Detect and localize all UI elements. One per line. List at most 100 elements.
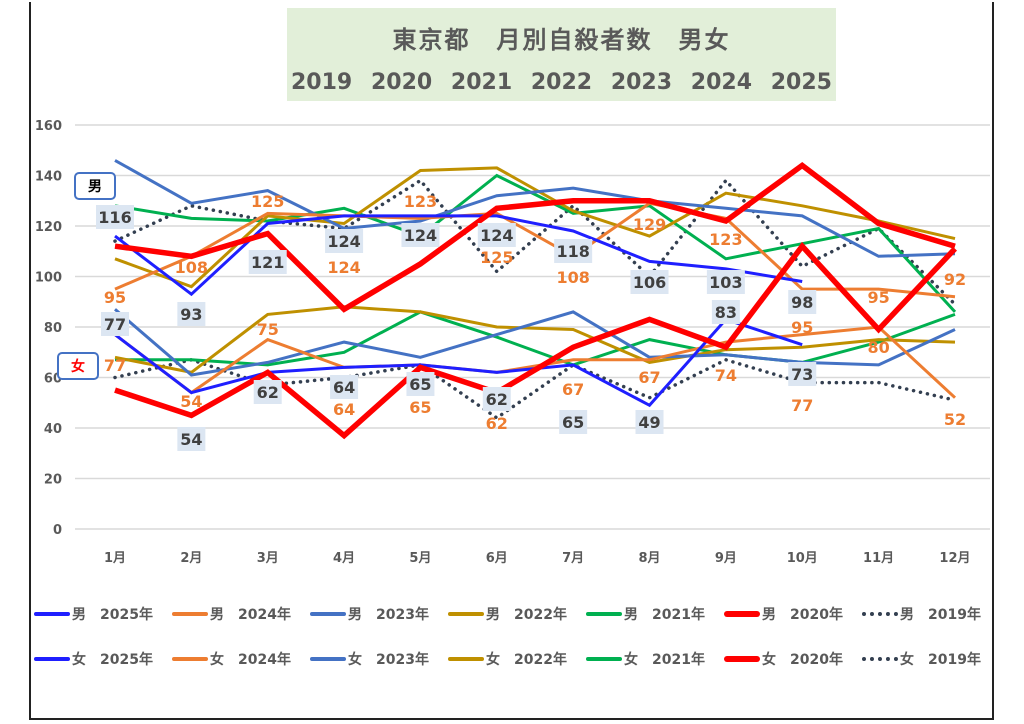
- legend-swatch: [34, 657, 70, 661]
- year-list: 2019 2020 2021 2022 2023 2024 2025: [287, 70, 836, 95]
- y-tick-label: 160: [35, 119, 62, 134]
- y-tick-label: 120: [35, 220, 62, 235]
- male-callout-text: 男: [88, 179, 102, 195]
- series-line-male-2024: [114, 201, 956, 299]
- legend-swatch: [310, 612, 346, 616]
- series-line-male-2022: [114, 166, 956, 289]
- legend-row-male: 男 2025年 男 2024年 男 2023年 男 2022年 男 2021年 男 202…: [34, 604, 1000, 624]
- data-label-bg: [788, 362, 817, 386]
- x-tick-label: 2月: [180, 551, 202, 566]
- data-label-bg: [330, 375, 359, 399]
- year-label: 2024: [690, 70, 752, 95]
- chart-title: 東京都 月別自殺者数 男女: [392, 26, 731, 54]
- year-label: 2025: [770, 70, 832, 95]
- legend-swatch: [172, 612, 208, 616]
- legend-item: 男 2023年: [310, 604, 448, 624]
- series-line-male-2025: [114, 214, 803, 297]
- data-label-bg: [554, 239, 593, 263]
- data-label: 67: [562, 380, 584, 399]
- legend-label: 女 2019年: [900, 652, 981, 668]
- data-label-bg: [101, 312, 129, 336]
- legend-item: 男 2020年: [724, 604, 862, 624]
- legend-swatch: [448, 612, 484, 616]
- data-label: 124: [327, 258, 360, 277]
- data-label: 118: [556, 242, 589, 261]
- legend-label: 男 2022年: [486, 607, 567, 623]
- x-tick-label: 10月: [787, 551, 818, 566]
- female-callout: 女: [57, 352, 99, 380]
- data-label-bg: [253, 380, 282, 404]
- legend-swatch: [586, 612, 622, 616]
- data-label: 64: [333, 378, 355, 397]
- year-label: 2022: [530, 70, 593, 95]
- x-tick-label: 4月: [333, 551, 355, 566]
- data-label: 95: [791, 318, 813, 337]
- data-label: 75: [257, 320, 279, 339]
- data-label: 62: [486, 390, 508, 409]
- legend-swatch: [862, 657, 898, 661]
- legend-label: 男 2024年: [210, 607, 291, 623]
- legend-label: 女 2022年: [486, 652, 567, 668]
- data-label-bg: [401, 223, 440, 247]
- data-label: 125: [251, 192, 284, 211]
- legend-label: 男 2025年: [72, 607, 153, 623]
- data-label-bg: [788, 290, 817, 314]
- legend-swatch: [448, 657, 484, 661]
- series-line-male-2019: [113, 177, 957, 307]
- y-tick-label: 80: [44, 321, 62, 336]
- data-label: 49: [638, 413, 660, 432]
- data-label-bg: [630, 270, 669, 294]
- year-label: 2021: [450, 70, 513, 95]
- data-label: 124: [327, 232, 360, 251]
- legend-label: 女 2020年: [762, 652, 843, 668]
- data-label: 77: [791, 396, 813, 415]
- y-tick-label: 100: [35, 271, 62, 286]
- data-label: 106: [633, 273, 666, 292]
- legend-swatch: [586, 657, 622, 661]
- data-label-bg: [482, 387, 511, 411]
- legend-swatch: [172, 657, 208, 661]
- data-label: 98: [791, 293, 813, 312]
- legend-item: 女 2021年: [586, 649, 724, 669]
- chart-frame: [29, 2, 994, 720]
- legend-item: 女 2025年: [34, 649, 172, 669]
- legend-item: 男 2022年: [448, 604, 586, 624]
- data-label: 95: [104, 288, 126, 307]
- x-tick-label: 12月: [939, 551, 970, 566]
- data-label: 65: [409, 398, 431, 417]
- data-label-bg: [406, 372, 435, 396]
- male-callout: 男: [74, 172, 116, 200]
- data-label: 103: [709, 273, 742, 292]
- legend-label: 女 2025年: [72, 652, 153, 668]
- data-label-bg: [635, 410, 664, 434]
- data-label: 124: [480, 226, 513, 245]
- x-axis-ticks: 1月 2月 3月 4月 5月 6月 7月 8月 9月 10月 11月 12月: [104, 551, 971, 566]
- data-label: 108: [556, 268, 589, 287]
- series-line-male-2020: [114, 161, 956, 313]
- data-label-bg: [96, 205, 134, 229]
- data-label: 73: [791, 365, 813, 384]
- x-tick-label: 9月: [715, 551, 737, 566]
- data-label: 93: [180, 305, 202, 324]
- data-label-bg: [325, 229, 364, 253]
- data-labels: 116 93 121 124 124 124 118 106 103 98 95 108 125 124 1…: [96, 192, 966, 451]
- series-lines: [113, 159, 957, 440]
- data-label: 121: [251, 253, 284, 272]
- legend-label: 男 2019年: [900, 607, 981, 623]
- female-callout-text: 女: [71, 359, 85, 375]
- x-tick-label: 5月: [409, 551, 431, 566]
- x-tick-label: 11月: [863, 551, 894, 566]
- data-label-bg: [177, 302, 206, 326]
- data-label-bg: [177, 427, 206, 451]
- data-label-bg: [477, 223, 516, 247]
- data-label: 129: [633, 215, 666, 234]
- data-label-bg: [559, 410, 588, 434]
- series-line-female-2024: [114, 325, 957, 399]
- data-label: 108: [175, 258, 208, 277]
- x-tick-label: 1月: [104, 551, 126, 566]
- data-label: 123: [404, 192, 437, 211]
- legend-swatch: [724, 611, 760, 617]
- data-label: 67: [638, 368, 660, 387]
- year-label: 2023: [610, 70, 673, 95]
